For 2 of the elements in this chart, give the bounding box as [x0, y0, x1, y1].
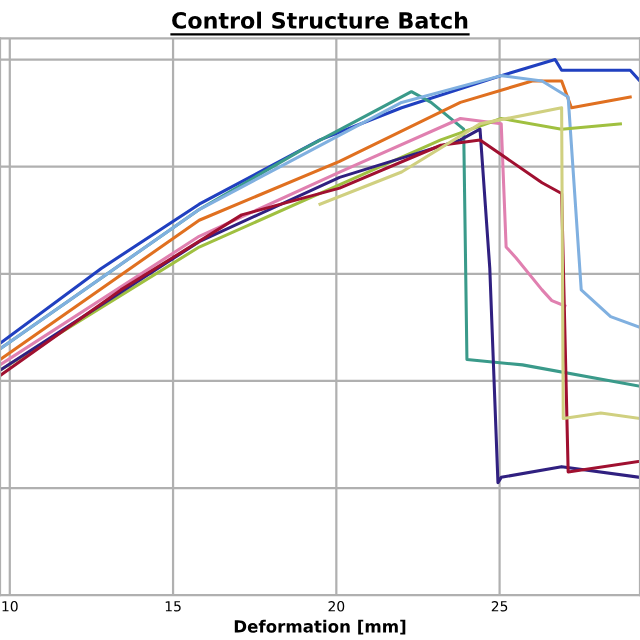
x-axis-title: Deformation [mm]: [234, 619, 406, 635]
chart-title: Control Structure Batch: [172, 11, 468, 29]
